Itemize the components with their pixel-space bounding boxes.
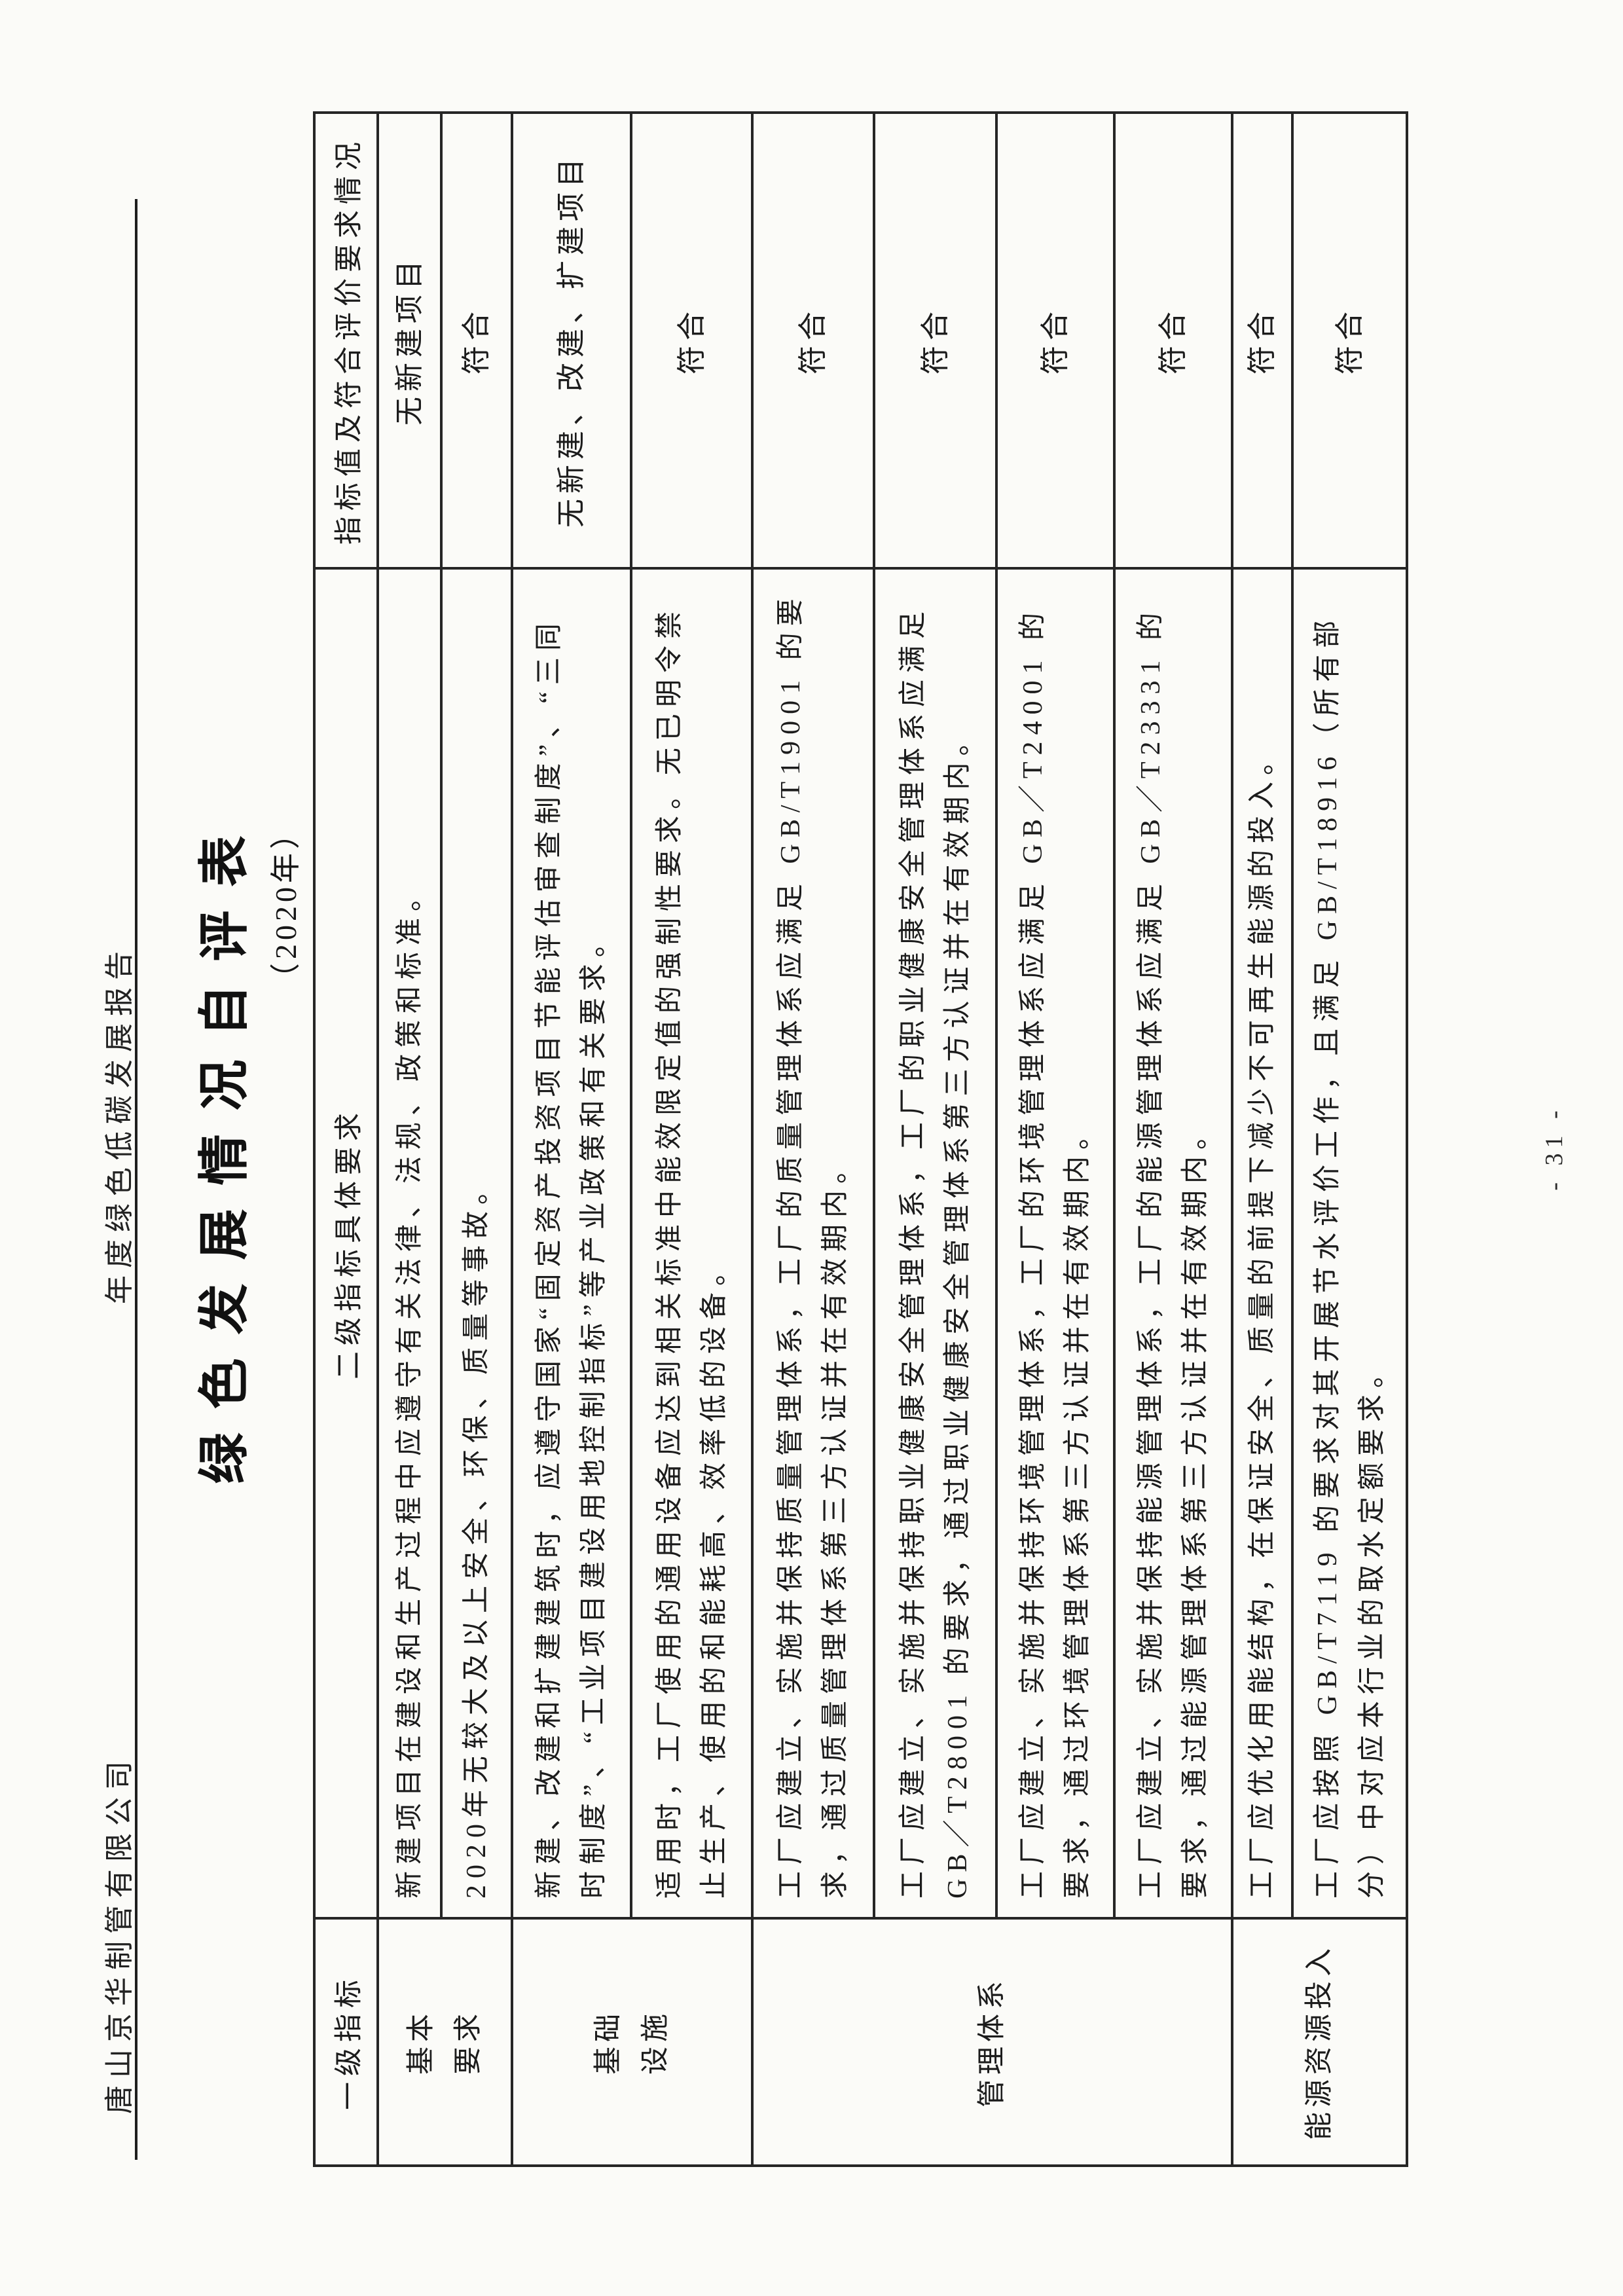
status-cell: 符合 <box>752 113 874 568</box>
document-title: 绿色发展情况自评表 <box>196 812 253 1484</box>
status-cell: 符合 <box>1292 113 1407 568</box>
status-cell: 符合 <box>996 113 1114 568</box>
header-company-name: 唐山京华制管有限公司 <box>103 1754 136 2114</box>
page-number: - 31 - <box>1541 1105 1568 1191</box>
header-first-level-indicator: 一级指标 <box>314 1918 378 2166</box>
table-row: 工厂应建立、实施并保持能源管理体系，工厂的能源管理体系应满足 GB／T23331… <box>1114 113 1232 2166</box>
status-cell: 符合 <box>874 113 996 568</box>
status-cell: 符合 <box>441 113 512 568</box>
group-label-energy-resource-input: 能源资源投入 <box>1232 1918 1407 2166</box>
status-cell: 无新建、改建、扩建项目 <box>512 113 631 568</box>
requirement-cell: 工厂应建立、实施并保持能源管理体系，工厂的能源管理体系应满足 GB／T23331… <box>1114 568 1232 1918</box>
table-header-row: 一级指标 二级指标具体要求 指标值及符合评价要求情况 <box>314 113 378 2166</box>
header-second-level-requirement: 二级指标具体要求 <box>314 568 378 1918</box>
table-row: 基本 要求 新建项目在建设和生产过程中应遵守有关法律、法规、政策和标准。 无新建… <box>378 113 512 2166</box>
requirement-cell: 工厂应建立、实施并保持环境管理体系，工厂的环境管理体系应满足 GB／T24001… <box>996 568 1114 1918</box>
header-report-title: 年度绿色低碳发展报告 <box>103 944 136 1304</box>
table-row: 管理体系 工厂应建立、实施并保持质量管理体系，工厂的质量管理体系应满足 GB/T… <box>752 113 1232 2166</box>
table-row: 工厂应按照 GB/T7119 的要求对其开展节水评价工作，且满足 GB/T189… <box>1292 113 1407 2166</box>
table-row: 适用时，工厂使用的通用设备应达到相关标准中能效限定值的强制性要求。无已明令禁止生… <box>631 113 752 2166</box>
table-row: 工厂应建立、实施并保持职业健康安全管理体系，工厂的职业健康安全管理体系应满足 G… <box>874 113 996 2166</box>
group-label-infrastructure: 基础 设施 <box>512 1918 752 2166</box>
requirement-cell: 工厂应优化用能结构，在保证安全、质量的前提下减少不可再生能源的投入。 <box>1232 568 1292 1918</box>
status-cell: 符合 <box>1232 113 1292 568</box>
requirement-cell: 新建项目在建设和生产过程中应遵守有关法律、法规、政策和标准。 <box>378 568 441 1918</box>
status-cell: 符合 <box>1114 113 1232 568</box>
table-row: 能源资源投入 工厂应优化用能结构，在保证安全、质量的前提下减少不可再生能源的投入… <box>1232 113 1407 2166</box>
status-cell: 无新建项目 <box>378 113 441 568</box>
status-cell: 符合 <box>631 113 752 568</box>
requirement-cell: 工厂应按照 GB/T7119 的要求对其开展节水评价工作，且满足 GB/T189… <box>1292 568 1407 1918</box>
document-subtitle-year: （2020年） <box>269 815 302 993</box>
requirement-cell: 工厂应建立、实施并保持质量管理体系，工厂的质量管理体系应满足 GB/T19001… <box>752 568 874 1918</box>
table-row: 2020年无较大及以上安全、环保、质量等事故。 符合 <box>441 113 512 2166</box>
requirement-cell: 工厂应建立、实施并保持职业健康安全管理体系，工厂的职业健康安全管理体系应满足 G… <box>874 568 996 1918</box>
header-divider-rule <box>135 199 137 2160</box>
group-label-management-systems: 管理体系 <box>752 1918 1232 2166</box>
table-row: 基础 设施 新建、改建和扩建建筑时，应遵守国家“固定资产投资项目节能评估审查制度… <box>512 113 752 2166</box>
table-row: 工厂应建立、实施并保持环境管理体系，工厂的环境管理体系应满足 GB／T24001… <box>996 113 1114 2166</box>
group-label-basic-requirements: 基本 要求 <box>378 1918 512 2166</box>
self-evaluation-table: 一级指标 二级指标具体要求 指标值及符合评价要求情况 基本 要求 新建项目在建设… <box>313 111 1408 2167</box>
requirement-cell: 适用时，工厂使用的通用设备应达到相关标准中能效限定值的强制性要求。无已明令禁止生… <box>631 568 752 1918</box>
requirement-cell: 2020年无较大及以上安全、环保、质量等事故。 <box>441 568 512 1918</box>
header-indicator-compliance: 指标值及符合评价要求情况 <box>314 113 378 568</box>
requirement-cell: 新建、改建和扩建建筑时，应遵守国家“固定资产投资项目节能评估审查制度”、“三同时… <box>512 568 631 1918</box>
